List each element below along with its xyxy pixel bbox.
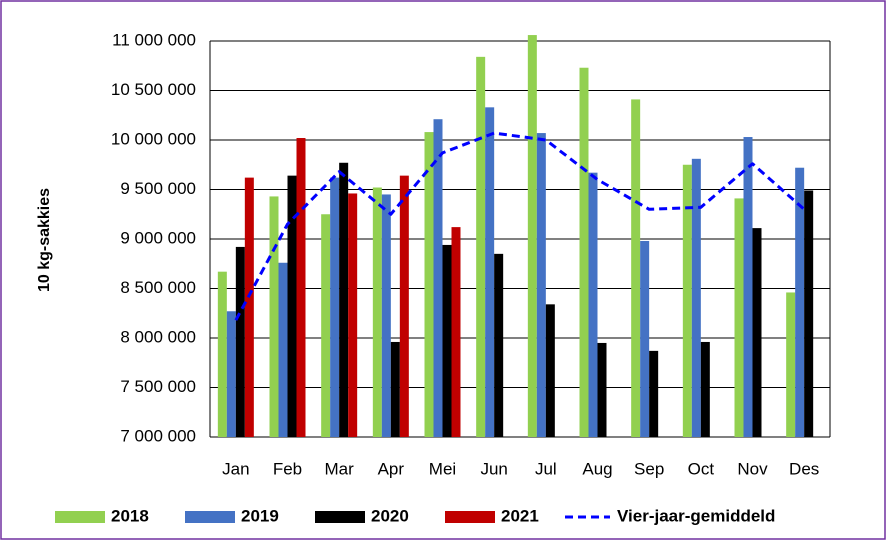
y-tick-label: 9 500 000 bbox=[120, 179, 196, 198]
bar bbox=[476, 56, 486, 438]
x-tick-label: Nov bbox=[737, 459, 768, 478]
bar bbox=[390, 341, 400, 437]
bar bbox=[545, 304, 555, 437]
bar bbox=[217, 271, 227, 437]
bar bbox=[536, 133, 546, 437]
bar bbox=[700, 341, 710, 437]
bar bbox=[269, 196, 279, 437]
legend-swatch bbox=[445, 511, 495, 523]
x-tick-label: Feb bbox=[273, 459, 302, 478]
bar bbox=[795, 167, 805, 437]
x-tick-label: Oct bbox=[688, 459, 715, 478]
bar bbox=[330, 177, 340, 437]
bar bbox=[786, 292, 796, 437]
bar bbox=[287, 175, 297, 437]
bar bbox=[588, 172, 598, 438]
bar bbox=[372, 187, 382, 437]
y-tick-label: 7 500 000 bbox=[120, 377, 196, 396]
bar bbox=[244, 177, 254, 437]
legend-swatch bbox=[185, 511, 235, 523]
x-tick-label: Apr bbox=[378, 459, 405, 478]
bar bbox=[631, 99, 641, 437]
bar bbox=[743, 137, 753, 437]
x-tick-label: Mei bbox=[429, 459, 456, 478]
bar bbox=[296, 138, 306, 437]
bar bbox=[424, 132, 434, 437]
bar bbox=[226, 311, 236, 437]
bar bbox=[433, 119, 443, 438]
bar bbox=[691, 158, 701, 437]
y-tick-label: 10 000 000 bbox=[111, 129, 196, 148]
bar bbox=[485, 107, 495, 437]
legend-swatch bbox=[315, 511, 365, 523]
legend-label: 2021 bbox=[501, 506, 539, 525]
x-tick-label: Jan bbox=[222, 459, 249, 478]
y-tick-label: 8 500 000 bbox=[120, 278, 196, 297]
bar bbox=[278, 262, 288, 437]
bar bbox=[442, 244, 452, 437]
y-tick-label: 10 500 000 bbox=[111, 80, 196, 99]
bar bbox=[649, 350, 659, 437]
bar bbox=[235, 246, 245, 437]
y-tick-label: 7 000 000 bbox=[120, 426, 196, 445]
bar bbox=[321, 214, 331, 437]
y-tick-label: 11 000 000 bbox=[112, 30, 196, 49]
y-tick-label: 9 000 000 bbox=[120, 228, 196, 247]
bar bbox=[804, 190, 814, 437]
bar bbox=[494, 253, 504, 437]
bar bbox=[527, 35, 537, 438]
legend-label: 2020 bbox=[371, 506, 409, 525]
y-axis-title: 10 kg-sakkies bbox=[36, 188, 53, 292]
x-tick-label: Sep bbox=[634, 459, 664, 478]
x-tick-label: Des bbox=[789, 459, 819, 478]
average-line bbox=[234, 131, 806, 321]
bar bbox=[752, 228, 762, 437]
bar bbox=[381, 194, 391, 437]
legend-label: Vier-jaar-gemiddeld bbox=[617, 506, 775, 525]
bar bbox=[399, 175, 409, 437]
y-tick-label: 8 000 000 bbox=[120, 327, 196, 346]
bar bbox=[579, 67, 589, 437]
bar bbox=[597, 342, 607, 437]
legend-label: 2018 bbox=[111, 506, 149, 525]
x-tick-label: Aug bbox=[582, 459, 612, 478]
x-tick-label: Jun bbox=[480, 459, 507, 478]
bar bbox=[339, 162, 349, 437]
bar bbox=[734, 198, 744, 437]
x-tick-label: Mar bbox=[325, 459, 355, 478]
bar bbox=[451, 227, 461, 437]
bar bbox=[682, 164, 692, 437]
legend-label: 2019 bbox=[241, 506, 279, 525]
legend-swatch bbox=[55, 511, 105, 523]
bar bbox=[348, 193, 358, 437]
bar bbox=[640, 240, 650, 437]
x-tick-label: Jul bbox=[535, 459, 557, 478]
